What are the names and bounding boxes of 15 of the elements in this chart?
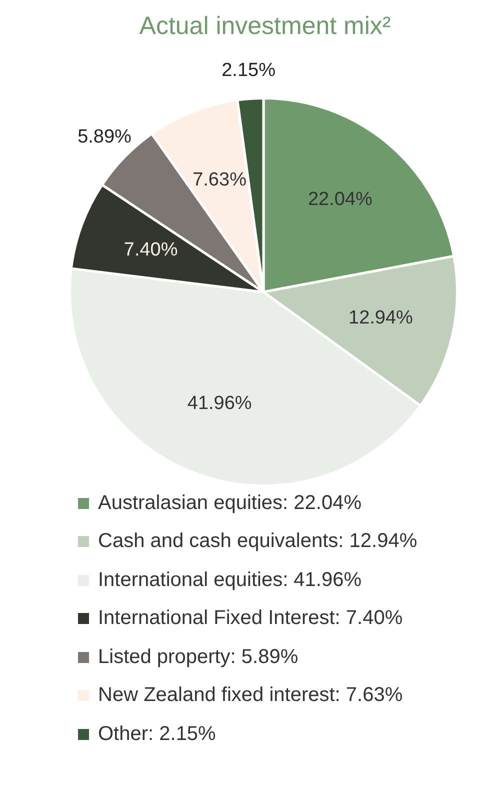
legend-label: Other: 2.15% (98, 722, 216, 746)
chart-title: Actual investment mix² (138, 12, 392, 41)
data-label: 41.96% (187, 393, 252, 414)
legend-label: Listed property: 5.89% (98, 646, 298, 669)
data-label: 2.15% (222, 60, 276, 81)
data-label: 12.94% (348, 307, 414, 328)
legend-label: New Zealand fixed interest: 7.63% (98, 684, 403, 708)
legend-label: Australasian equities: 22.04% (98, 492, 362, 515)
legend-label: Cash and cash equivalents: 12.94% (98, 530, 418, 554)
legend-label: International Fixed Interest: 7.40% (98, 607, 403, 630)
data-label: 7.40% (124, 240, 178, 261)
data-label: 22.04% (308, 188, 372, 210)
legend-label: International equities: 41.96% (98, 568, 362, 592)
data-label: 5.89% (78, 126, 132, 148)
data-label: 7.63% (192, 169, 247, 190)
